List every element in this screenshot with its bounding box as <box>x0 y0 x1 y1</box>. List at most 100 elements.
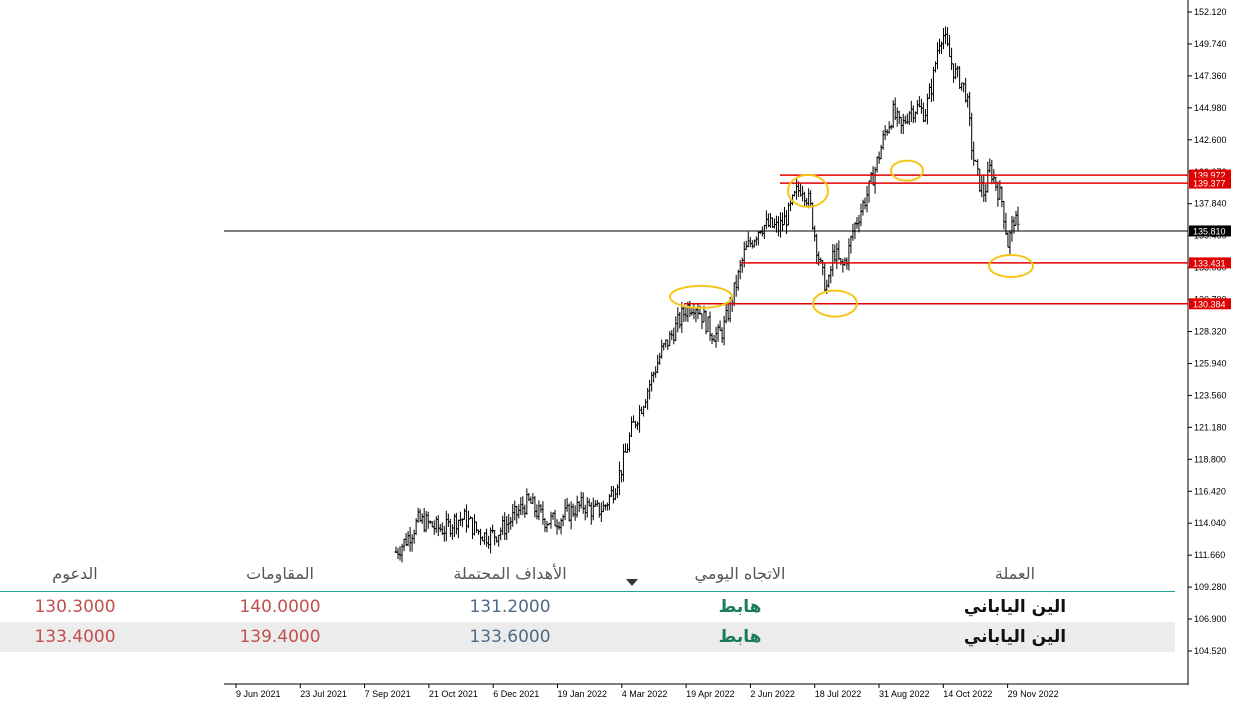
price-tick-label: 116.420 <box>1194 486 1226 496</box>
candle <box>525 488 529 515</box>
price-tick-label: 128.320 <box>1194 327 1227 337</box>
candle <box>412 529 416 544</box>
annotation-ellipse <box>669 284 733 309</box>
triangle-down-icon[interactable] <box>626 579 638 586</box>
annotation-ellipse <box>787 173 829 208</box>
header-supports[interactable]: الدعوم <box>52 563 98 583</box>
candle <box>416 507 420 524</box>
price-tick-label: 149.740 <box>1194 39 1227 49</box>
price-tick-label: 152.120 <box>1194 7 1227 17</box>
candle <box>915 100 919 115</box>
annotation-group <box>669 159 1034 318</box>
candle <box>950 47 954 71</box>
candle <box>473 514 477 536</box>
candle <box>462 508 466 520</box>
candle <box>503 512 507 540</box>
time-tick-label: 4 Mar 2022 <box>622 689 668 699</box>
candle <box>919 98 923 114</box>
price-tick-label: 137.840 <box>1194 199 1227 209</box>
candle <box>813 225 817 242</box>
svg-text:130.384: 130.384 <box>1193 299 1226 309</box>
candle <box>762 224 766 239</box>
levels-group <box>224 174 1188 305</box>
candle <box>855 217 859 229</box>
chart-frame <box>224 0 1189 685</box>
table-row[interactable]: 133.4000 139.4000 133.6000 هابط الين الي… <box>0 622 1175 652</box>
price-tag: 139.972 <box>1189 169 1231 181</box>
candle <box>746 231 750 248</box>
candle <box>718 320 722 331</box>
price-tick-label: 144.980 <box>1194 103 1227 113</box>
candle <box>1006 231 1010 248</box>
candle <box>485 528 489 547</box>
svg-text:135.810: 135.810 <box>1193 226 1226 236</box>
candle <box>434 516 438 533</box>
candle <box>666 339 670 350</box>
candle <box>658 352 662 365</box>
candle <box>648 379 652 400</box>
candle <box>946 27 950 47</box>
candle <box>1016 206 1020 232</box>
cell-daily-trend: هابط <box>718 627 762 647</box>
candle <box>601 500 605 513</box>
candle <box>656 354 660 374</box>
candle <box>678 311 682 329</box>
svg-text:139.972: 139.972 <box>1193 171 1226 181</box>
candle <box>436 515 440 537</box>
cell-currency: الين الياباني <box>963 597 1067 617</box>
price-tick-label: 111.660 <box>1194 550 1225 560</box>
candle <box>867 180 871 203</box>
candle <box>909 100 913 123</box>
candle <box>982 174 986 203</box>
price-tag: 130.384 <box>1189 298 1231 310</box>
candle <box>652 371 656 383</box>
candle <box>970 112 974 160</box>
candle <box>579 491 583 509</box>
candle <box>724 302 728 324</box>
candle <box>452 513 456 537</box>
candle <box>477 529 481 535</box>
table-row[interactable]: 130.3000 140.0000 131.2000 هابط الين الي… <box>0 592 1175 622</box>
candle <box>634 420 638 429</box>
candle <box>535 504 539 520</box>
candle <box>529 496 533 504</box>
price-tick-label: 125.940 <box>1194 358 1227 368</box>
candle <box>565 497 569 512</box>
candle <box>585 497 589 518</box>
candle <box>553 509 557 527</box>
header-resistances[interactable]: المقاومات <box>246 563 314 583</box>
candle <box>966 93 970 108</box>
candle <box>442 526 446 542</box>
candle <box>736 269 740 291</box>
candle <box>444 510 448 542</box>
candle <box>632 415 636 423</box>
header-targets[interactable]: الأهداف المحتملة <box>453 563 567 583</box>
candle <box>684 307 688 322</box>
time-tick-label: 14 Oct 2022 <box>943 689 992 699</box>
candle <box>929 78 933 103</box>
candle <box>1010 215 1014 242</box>
svg-text:133.431: 133.431 <box>1193 258 1226 268</box>
analysis-table: الدعوم المقاومات الأهداف المحتملة الاتجا… <box>0 555 1175 652</box>
candle <box>942 27 946 50</box>
header-daily-trend[interactable]: الاتجاه اليومي <box>694 563 786 583</box>
candle <box>937 38 941 54</box>
candle <box>935 42 939 70</box>
candle <box>664 339 668 348</box>
candle <box>849 235 853 254</box>
candle <box>706 316 710 333</box>
candle <box>976 159 980 177</box>
candle <box>402 538 406 552</box>
time-tick-label: 7 Sep 2021 <box>365 689 411 699</box>
price-tick-label: 142.600 <box>1194 135 1227 145</box>
candle <box>803 191 807 207</box>
annotation-ellipse <box>812 289 858 318</box>
candle <box>1000 186 1004 208</box>
svg-text:139.377: 139.377 <box>1193 179 1226 189</box>
header-currency[interactable]: العملة <box>994 563 1036 583</box>
candle <box>533 496 537 518</box>
candle <box>911 105 915 124</box>
candle <box>1014 210 1018 226</box>
annotation-ellipse <box>890 159 924 182</box>
